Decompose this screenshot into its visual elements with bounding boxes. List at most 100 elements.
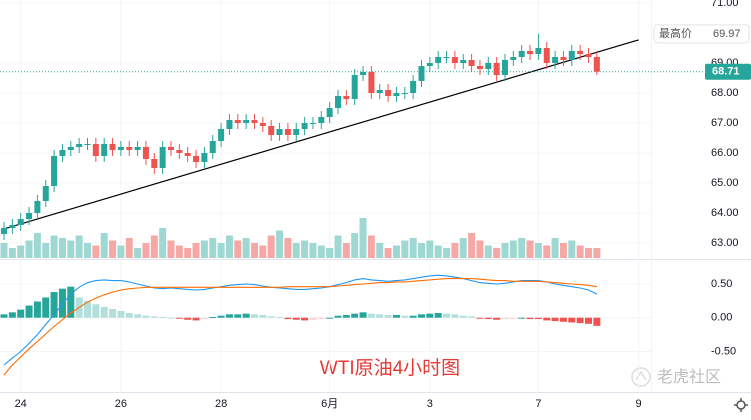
volume-bar: [301, 240, 309, 258]
candle-body: [84, 144, 91, 145]
macd-histogram-bar: [443, 313, 451, 318]
candle-body: [510, 57, 517, 60]
candle-body: [552, 57, 559, 63]
candle-body: [134, 147, 141, 150]
macd-histogram-bar: [276, 317, 284, 319]
volume-bar: [200, 240, 208, 258]
macd-histogram-bar: [568, 317, 576, 323]
candle-body: [593, 57, 600, 72]
candle-body: [293, 129, 300, 135]
volume-bar: [84, 243, 91, 258]
macd-histogram-bar: [484, 317, 492, 320]
candle-body: [34, 201, 41, 213]
candle-body: [17, 219, 24, 225]
macd-histogram-bar: [559, 317, 567, 322]
macd-histogram-bar: [209, 317, 217, 319]
macd-histogram-bar: [200, 317, 208, 320]
candle-body: [393, 93, 400, 96]
macd-histogram-bar: [259, 315, 267, 318]
macd-histogram-bar: [17, 309, 25, 318]
candle-body: [101, 144, 108, 156]
volume-bar: [234, 240, 242, 258]
volume-bar: [392, 245, 400, 258]
volume-bar: [134, 248, 142, 258]
volume-bar: [451, 243, 459, 258]
y-tick-label: 64.00: [711, 207, 739, 219]
candle-body: [309, 123, 316, 124]
candle-body: [193, 156, 200, 162]
candle-body: [585, 54, 592, 57]
macd-histogram-bar: [134, 314, 142, 318]
volume-bar: [326, 248, 334, 258]
macd-histogram-bar: [543, 317, 551, 321]
y-tick-label: 68.00: [711, 87, 739, 99]
volume-bar: [292, 243, 300, 258]
volume-bar: [593, 248, 601, 258]
candle-body: [476, 66, 483, 69]
macd-line: [3, 274, 598, 366]
candle-body: [318, 117, 325, 123]
volume-bar: [67, 240, 75, 258]
candle-body: [426, 63, 433, 66]
candle-body: [535, 48, 542, 54]
candle-body: [460, 60, 467, 63]
volume-bar: [367, 235, 375, 258]
volume-bar: [42, 243, 50, 258]
gear-teeth[interactable]: [734, 398, 748, 412]
macd-histogram-bar: [401, 315, 409, 318]
volume-bar: [576, 245, 584, 258]
macd-histogram-bar: [234, 314, 242, 318]
x-tick-label: 3: [427, 398, 433, 410]
candle-body: [268, 126, 275, 135]
last-price-tag: [705, 63, 751, 80]
candle-body: [151, 159, 158, 168]
volume-bar: [159, 228, 167, 258]
macd-histogram-bar: [518, 317, 526, 319]
volume-bar: [125, 238, 133, 258]
macd-histogram-bar: [292, 317, 300, 320]
volume-bar: [534, 243, 542, 258]
volume-bar: [568, 240, 576, 258]
high-marker-label: 最高价: [659, 26, 692, 40]
candle-body: [92, 144, 99, 156]
macd-histogram-bar: [25, 305, 33, 318]
volume-bar: [559, 243, 567, 258]
y-tick-label: 71.00: [711, 0, 739, 9]
candle-body: [560, 57, 567, 60]
macd-histogram-bar: [251, 314, 258, 318]
macd-histogram-bar: [184, 317, 192, 320]
volume-bar: [526, 240, 534, 258]
candle-body: [159, 147, 166, 168]
macd-histogram-bar: [125, 312, 133, 318]
volume-bar: [509, 240, 517, 258]
candle-body: [343, 96, 350, 99]
macd-histogram-bar: [434, 312, 442, 318]
volume-bar: [376, 243, 384, 258]
volume-bar: [468, 233, 476, 258]
volume-bar: [17, 245, 25, 258]
macd-histogram-bar: [242, 313, 250, 318]
volume-bar: [501, 243, 509, 258]
macd-histogram-bar: [92, 304, 100, 318]
volume-bar: [459, 238, 467, 258]
settings-icon[interactable]: [734, 398, 748, 412]
volume-bar: [276, 230, 284, 258]
volume-bar: [217, 243, 225, 258]
volume-bar: [359, 218, 367, 258]
candle-body: [485, 63, 492, 69]
macd-histogram-bar: [551, 317, 559, 322]
volume-bar: [184, 248, 192, 258]
candle-body: [577, 51, 584, 54]
candle-body: [226, 120, 233, 129]
candle-body: [201, 153, 208, 162]
macd-histogram-bar: [585, 317, 592, 324]
candle-body: [401, 93, 408, 94]
macd-histogram-bar: [301, 317, 309, 321]
y-tick-label: 65.00: [711, 177, 739, 189]
volume-bar: [209, 238, 217, 258]
logo-mark: [635, 370, 647, 381]
candle-body: [184, 153, 191, 156]
macd-histogram-bar: [217, 315, 225, 318]
candle-body: [335, 96, 341, 108]
